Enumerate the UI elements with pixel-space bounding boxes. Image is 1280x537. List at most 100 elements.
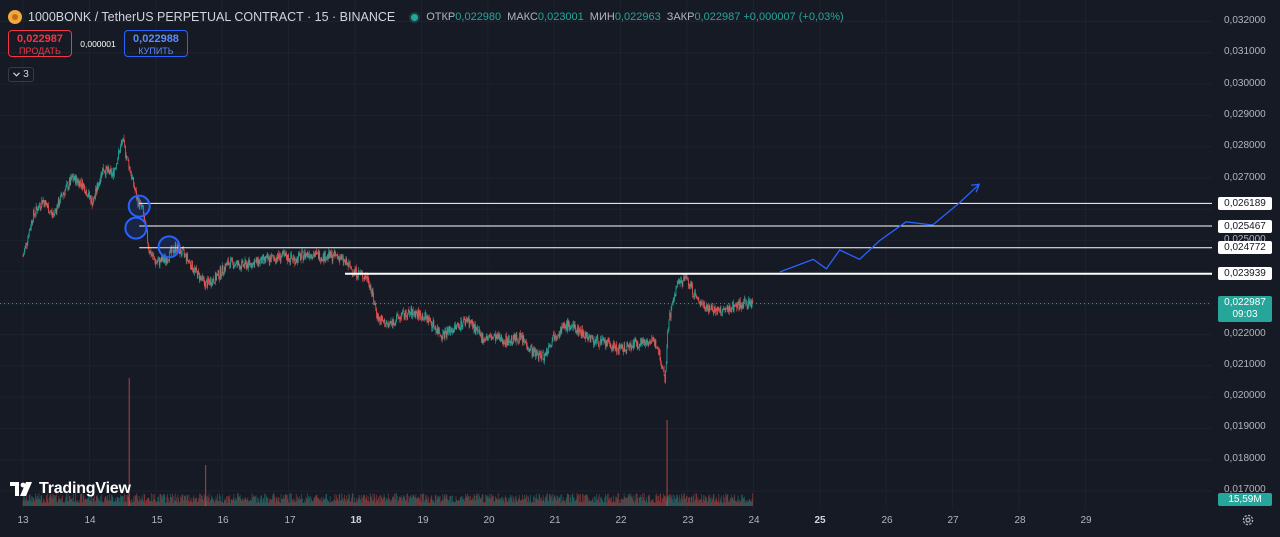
volume-bar	[432, 499, 434, 506]
candle-body	[95, 188, 97, 193]
candle-body	[396, 315, 397, 322]
volume-bar	[199, 499, 201, 506]
candle-body	[717, 307, 719, 310]
candle-body	[350, 267, 352, 269]
level-label[interactable]: 0,025467	[1218, 220, 1272, 233]
candle-body	[322, 253, 324, 261]
volume-bar	[468, 496, 470, 506]
candle-body	[303, 257, 305, 261]
candle-body	[324, 251, 325, 261]
volume-bar	[192, 502, 193, 506]
level-label[interactable]: 0,024772	[1218, 241, 1272, 254]
candle-body	[357, 276, 359, 278]
candle-body	[390, 321, 392, 324]
candle-body	[653, 339, 655, 340]
level-label[interactable]: 0,023939	[1218, 267, 1272, 280]
candle-body	[468, 317, 470, 326]
candle-body	[61, 193, 63, 197]
indicators-toggle-button[interactable]: 3	[8, 67, 34, 82]
volume-bar	[643, 497, 644, 506]
level-label[interactable]: 0,026189	[1218, 197, 1272, 210]
volume-bar	[648, 496, 650, 506]
candle-body	[340, 256, 342, 260]
candle-body	[399, 317, 401, 318]
candle-body	[233, 266, 235, 268]
candle-body	[185, 253, 187, 261]
volume-bar	[347, 498, 349, 506]
chart-canvas[interactable]	[0, 0, 1212, 510]
symbol-title[interactable]: 1000BONK / TetherUS PERPETUAL CONTRACT ·…	[28, 10, 396, 24]
candle-body	[130, 172, 132, 175]
volume-bar	[398, 496, 400, 506]
candle-body	[226, 262, 228, 266]
tradingview-logo[interactable]: TradingView	[10, 480, 131, 498]
candle-body	[484, 339, 486, 340]
candle-body	[551, 341, 553, 346]
candle-body	[238, 261, 240, 265]
volume-bar	[335, 501, 336, 506]
candle-body	[532, 348, 534, 356]
volume-bar	[497, 493, 499, 506]
volume-bar	[534, 502, 536, 506]
volume-bar	[752, 493, 754, 506]
volume-bar	[566, 497, 567, 506]
volume-bar	[399, 497, 401, 506]
volume-bar	[101, 494, 103, 506]
candle-body	[549, 345, 550, 347]
candle-body	[69, 179, 71, 185]
volume-bar	[669, 494, 671, 506]
volume-bar	[658, 501, 660, 506]
volume-bar	[244, 497, 246, 506]
price-axis[interactable]: 0,032000 0,031000 0,030000 0,029000 0,02…	[1212, 0, 1280, 510]
candle-body	[219, 267, 221, 277]
volume-bar	[737, 495, 739, 506]
time-axis[interactable]: 13 14 15 16 17 18 19 20 21 22 23 24 25 2…	[0, 510, 1212, 537]
candle-body	[64, 193, 65, 195]
candle-body	[575, 328, 576, 333]
candle-body	[333, 253, 334, 258]
candle-body	[338, 256, 340, 262]
volume-bar	[169, 500, 170, 506]
candle-body	[228, 263, 230, 265]
volume-bar	[545, 496, 547, 506]
candle-body	[337, 255, 339, 258]
candle-body	[675, 288, 677, 297]
volume-bar	[102, 502, 104, 506]
candle-body	[441, 335, 442, 339]
volume-bar	[677, 497, 679, 506]
candle-body	[362, 278, 364, 280]
volume-bar	[548, 501, 550, 506]
spread-value: 0,000001	[80, 38, 116, 49]
sell-button[interactable]: 0,022987 ПРОДАТЬ	[8, 30, 72, 57]
candle-body	[592, 335, 594, 341]
candle-body	[505, 335, 507, 345]
volume-bar	[273, 493, 274, 506]
volume-bar	[452, 495, 453, 506]
candle-body	[270, 255, 272, 263]
candle-body	[151, 254, 153, 257]
volume-bar	[491, 497, 493, 506]
time-tick: 29	[1080, 515, 1092, 526]
volume-bar	[80, 493, 82, 506]
candle-body	[196, 267, 197, 272]
volume-bar	[161, 498, 163, 506]
candle-body	[220, 267, 222, 277]
volume-bar	[405, 500, 407, 506]
volume-bar	[340, 500, 342, 506]
candle-body	[91, 197, 92, 204]
candle-body	[396, 314, 398, 316]
gear-icon[interactable]	[1241, 513, 1255, 527]
buy-button[interactable]: 0,022988 КУПИТЬ	[124, 30, 188, 57]
volume-bar	[230, 499, 232, 506]
volume-bar	[731, 497, 733, 506]
candle-body	[524, 341, 526, 343]
volume-bar	[674, 495, 675, 506]
volume-bar	[176, 497, 177, 506]
candle-body	[642, 340, 644, 343]
volume-bar	[506, 498, 507, 506]
candle-body	[243, 264, 245, 267]
candle-body	[329, 251, 330, 258]
candle-body	[520, 335, 522, 338]
candle-body	[35, 213, 36, 216]
